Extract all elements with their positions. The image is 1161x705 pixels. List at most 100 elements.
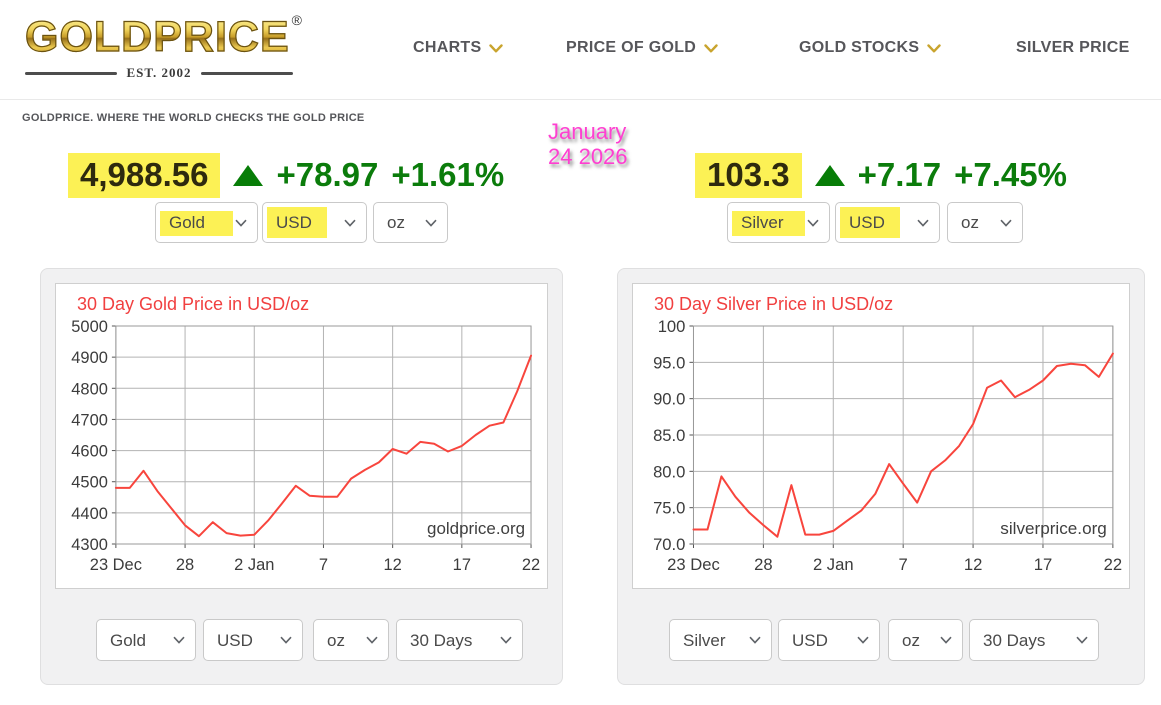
silver-chart-card: 30 Day Silver Price in USD/oz 23 Dec 28 2 … bbox=[617, 268, 1145, 685]
logo-est-text: EST. 2002 bbox=[126, 65, 192, 80]
svg-text:17: 17 bbox=[1034, 555, 1052, 574]
date-annotation: January 24 2026 bbox=[548, 119, 628, 169]
logo-wordmark: GOLDPRICE ® bbox=[24, 12, 305, 61]
silver-chart-metal-select[interactable]: Silver bbox=[670, 620, 771, 660]
chevron-down-icon bbox=[704, 43, 718, 53]
registered-mark-icon: ® bbox=[291, 12, 302, 28]
gold-price-ticker: 4,988.56 +78.97 +1.61% bbox=[68, 152, 505, 198]
silver-chart-currency-select-wrap: USD bbox=[778, 619, 880, 661]
svg-text:70.0: 70.0 bbox=[653, 535, 685, 554]
silver-chart-period-select-wrap: 30 Days bbox=[969, 619, 1099, 661]
gold-price-change-percent: +1.61% bbox=[391, 156, 505, 193]
gold-spot-price: 4,988.56 bbox=[68, 152, 221, 198]
nav-price-of-gold-label: PRICE OF GOLD bbox=[566, 39, 697, 56]
gold-chart-period-select[interactable]: 30 Days bbox=[397, 620, 522, 660]
svg-text:4700: 4700 bbox=[71, 411, 108, 429]
svg-text:28: 28 bbox=[754, 555, 772, 574]
logo-rule-left bbox=[25, 71, 118, 75]
svg-text:4900: 4900 bbox=[71, 349, 108, 367]
gold-chart-currency-select[interactable]: USD bbox=[204, 620, 302, 660]
nav-charts[interactable]: CHARTS bbox=[413, 39, 504, 57]
goldprice-logo[interactable]: GOLDPRICE ® EST. 2002 bbox=[24, 12, 305, 81]
svg-text:22: 22 bbox=[522, 556, 540, 574]
gold-metal-select-wrap: Gold bbox=[155, 202, 258, 243]
silver-chart-plot: 23 Dec 28 2 Jan 7 12 17 22 100 95.0 90.0 85.0 80.0 7… bbox=[653, 318, 1122, 574]
gold-chart-unit-select[interactable]: oz bbox=[314, 620, 388, 660]
nav-gold-stocks-label: GOLD STOCKS bbox=[799, 39, 920, 56]
silver-chart-unit-select-wrap: oz bbox=[888, 619, 963, 661]
gold-price-change: +78.97 bbox=[276, 156, 379, 193]
svg-text:85.0: 85.0 bbox=[653, 426, 685, 445]
svg-text:4300: 4300 bbox=[71, 536, 108, 554]
silver-chart-unit-select[interactable]: oz bbox=[889, 620, 962, 660]
gold-chart-title: 30 Day Gold Price in USD/oz bbox=[77, 294, 310, 314]
nav-silver-price-label: SILVER PRICE bbox=[1016, 39, 1130, 56]
svg-text:23 Dec: 23 Dec bbox=[90, 556, 142, 574]
svg-text:95.0: 95.0 bbox=[653, 353, 685, 372]
svg-text:100: 100 bbox=[658, 318, 686, 336]
gold-chart-plot: 23 Dec 28 2 Jan 7 12 17 22 5000 4900 4800 4700 4600… bbox=[71, 318, 540, 574]
silver-price-change: +7.17 bbox=[857, 156, 942, 193]
svg-text:4400: 4400 bbox=[71, 505, 108, 523]
silver-spot-price: 103.3 bbox=[695, 152, 802, 198]
date-annotation-line2: 24 2026 bbox=[548, 144, 628, 169]
nav-silver-price[interactable]: SILVER PRICE bbox=[1016, 39, 1130, 57]
tagline: GOLDPRICE. WHERE THE WORLD CHECKS THE GO… bbox=[22, 112, 365, 124]
svg-text:goldprice.org: goldprice.org bbox=[427, 519, 525, 538]
logo-established: EST. 2002 bbox=[25, 65, 294, 81]
gold-chart-box: 30 Day Gold Price in USD/oz 23 Dec 28 2 Ja… bbox=[55, 283, 548, 589]
gold-chart-currency-select-wrap: USD bbox=[203, 619, 303, 661]
silver-price-change-percent: +7.45% bbox=[954, 156, 1067, 193]
gold-chart-period-select-wrap: 30 Days bbox=[396, 619, 523, 661]
svg-text:silverprice.org: silverprice.org bbox=[1000, 519, 1107, 538]
svg-text:80.0: 80.0 bbox=[653, 462, 685, 481]
site-header: GOLDPRICE ® EST. 2002 CHARTS PRICE OF GOL… bbox=[0, 0, 1161, 100]
svg-text:17: 17 bbox=[453, 556, 471, 574]
svg-text:28: 28 bbox=[176, 556, 194, 574]
chevron-down-icon bbox=[489, 43, 504, 53]
silver-chart-box: 30 Day Silver Price in USD/oz 23 Dec 28 2 … bbox=[632, 283, 1130, 589]
svg-text:23 Dec: 23 Dec bbox=[667, 555, 720, 574]
silver-chart-period-select[interactable]: 30 Days bbox=[970, 620, 1098, 660]
silver-currency-select-wrap: USD bbox=[835, 202, 940, 243]
silver-unit-select-wrap: oz bbox=[947, 202, 1023, 243]
gold-chart-metal-select-wrap: Gold bbox=[96, 619, 196, 661]
silver-chart-currency-select[interactable]: USD bbox=[779, 620, 879, 660]
svg-text:2 Jan: 2 Jan bbox=[813, 555, 854, 574]
svg-text:22: 22 bbox=[1104, 555, 1122, 574]
gold-unit-select-wrap: oz bbox=[373, 202, 448, 243]
gold-unit-select[interactable]: oz bbox=[374, 203, 447, 242]
gold-chart-card: 30 Day Gold Price in USD/oz 23 Dec 28 2 Ja… bbox=[40, 268, 563, 685]
svg-text:4800: 4800 bbox=[71, 380, 108, 398]
chevron-down-icon bbox=[927, 43, 942, 53]
svg-text:7: 7 bbox=[899, 555, 908, 574]
silver-metal-select-wrap: Silver bbox=[727, 202, 830, 243]
date-annotation-line1: January bbox=[548, 119, 627, 144]
silver-unit-select[interactable]: oz bbox=[948, 203, 1022, 242]
silver-metal-select[interactable]: Silver bbox=[728, 203, 829, 242]
gold-chart-unit-select-wrap: oz bbox=[313, 619, 389, 661]
up-arrow-icon bbox=[814, 164, 845, 186]
svg-text:5000: 5000 bbox=[71, 318, 108, 336]
silver-currency-select[interactable]: USD bbox=[836, 203, 939, 242]
gold-chart-metal-select[interactable]: Gold bbox=[97, 620, 195, 660]
gold-metal-select[interactable]: Gold bbox=[156, 203, 257, 242]
logo-text: GOLDPRICE bbox=[24, 13, 290, 61]
svg-text:12: 12 bbox=[383, 556, 401, 574]
nav-price-of-gold[interactable]: PRICE OF GOLD bbox=[566, 39, 718, 57]
svg-text:4500: 4500 bbox=[71, 474, 108, 492]
up-arrow-icon bbox=[233, 164, 264, 186]
logo-rule-right bbox=[200, 71, 294, 75]
svg-text:4600: 4600 bbox=[71, 443, 108, 461]
silver-price-ticker: 103.3 +7.17 +7.45% bbox=[695, 152, 1067, 198]
nav-charts-label: CHARTS bbox=[413, 39, 482, 56]
svg-text:75.0: 75.0 bbox=[653, 499, 685, 518]
svg-text:12: 12 bbox=[964, 555, 982, 574]
silver-chart-metal-select-wrap: Silver bbox=[669, 619, 772, 661]
svg-text:90.0: 90.0 bbox=[653, 390, 685, 409]
nav-gold-stocks[interactable]: GOLD STOCKS bbox=[799, 39, 942, 57]
gold-currency-select[interactable]: USD bbox=[263, 203, 366, 242]
gold-currency-select-wrap: USD bbox=[262, 202, 367, 243]
svg-text:2 Jan: 2 Jan bbox=[234, 556, 274, 574]
